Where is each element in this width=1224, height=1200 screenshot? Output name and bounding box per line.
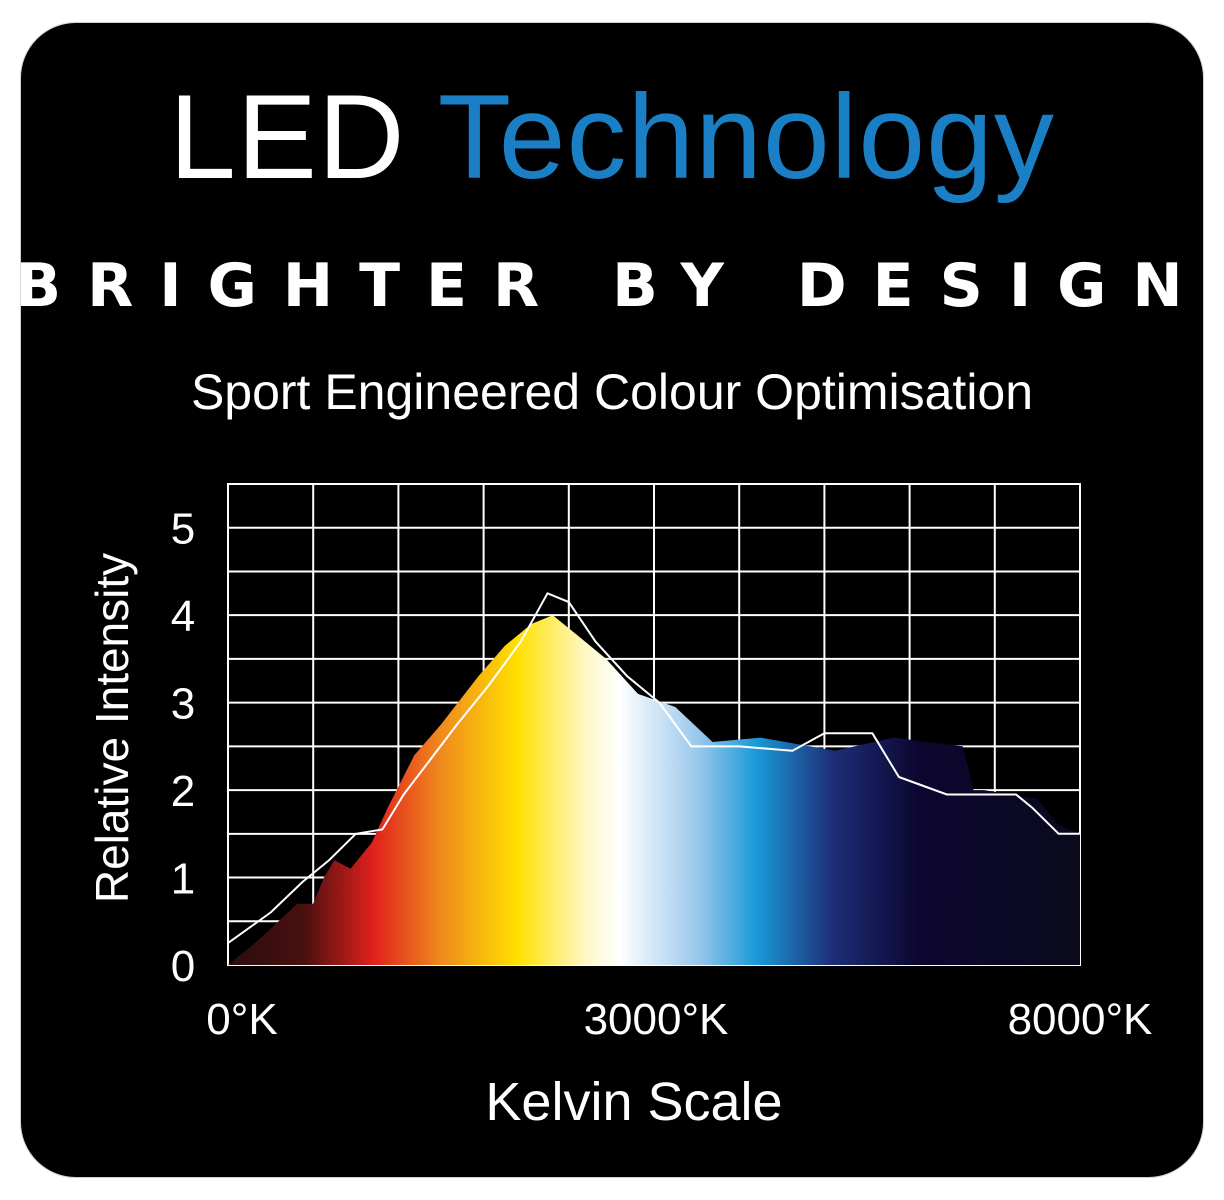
y-tick-label: 0 [171, 942, 195, 991]
y-axis-label: Relative Intensity [86, 553, 138, 903]
spectrum-area [228, 615, 1080, 965]
intensity-line [227, 592, 1080, 944]
y-tick-label: 5 [171, 505, 195, 554]
spectrum-area-layer [228, 615, 1080, 965]
x-tick-label: 0°K [206, 995, 277, 1044]
y-tick-label: 4 [171, 592, 195, 641]
y-tick-label: 1 [171, 855, 195, 904]
intensity-line-layer [227, 592, 1080, 944]
x-tick-labels: 0°K 3000°K 8000°K [206, 995, 1152, 1044]
y-tick-label: 3 [171, 680, 195, 729]
y-tick-label: 2 [171, 767, 195, 816]
tagline: BRIGHTER BY DESIGN [15, 251, 1209, 321]
y-tick-labels: 0 1 2 3 4 5 [171, 505, 195, 991]
x-tick-label: 3000°K [584, 995, 729, 1044]
badge-card [20, 22, 1204, 1178]
title-word-technology: Technology [437, 70, 1055, 204]
page-title: LED Technology [0, 72, 1224, 202]
title-word-led: LED [169, 70, 406, 204]
subtitle: Sport Engineered Colour Optimisation [190, 364, 1034, 420]
x-axis-label: Kelvin Scale [485, 1072, 782, 1132]
x-tick-label: 8000°K [1008, 995, 1153, 1044]
